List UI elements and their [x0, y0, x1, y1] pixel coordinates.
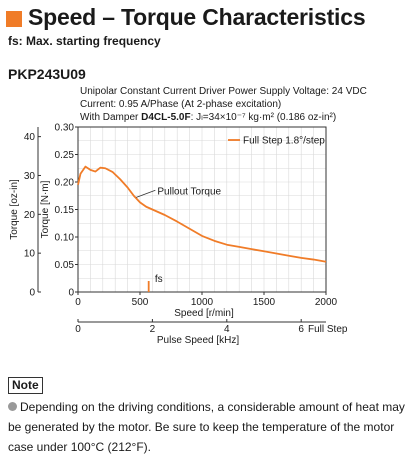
- x-tick-label: 1500: [253, 297, 276, 308]
- x2-tick-label: 6: [298, 324, 304, 335]
- x2-suffix-label: Full Step: [308, 324, 348, 335]
- series-line-full-step: [77, 165, 327, 263]
- y-tick-label: 0: [68, 288, 74, 299]
- condition-line-2: Current: 0.95 A/Phase (At 2-phase excita…: [80, 99, 282, 110]
- y2-tick-label: 40: [24, 132, 36, 143]
- page-subtitle: fs: Max. starting frequency: [8, 34, 161, 48]
- condition-line-1: Unipolar Constant Current Driver Power S…: [80, 86, 367, 97]
- note-label: Note: [8, 377, 43, 394]
- legend-label: Full Step 1.8°/step: [243, 136, 325, 147]
- x-axis-label: Speed [r/min]: [174, 308, 234, 319]
- damper-prefix: With Damper: [80, 112, 142, 123]
- y-tick-label: 0.20: [55, 178, 75, 189]
- damper-inertia: : Jₗ=34×10⁻⁷ kg·m² (0.186 oz-in²): [190, 112, 337, 123]
- annotation-leader-pullout: [136, 189, 156, 198]
- y-tick-label: 0.10: [55, 233, 75, 244]
- x-tick-label: 1000: [191, 297, 214, 308]
- annotation-fs: fs: [155, 274, 163, 285]
- y-tick-label: 0.25: [55, 150, 75, 161]
- x2-axis-label: Pulse Speed [kHz]: [157, 335, 239, 346]
- bullet-icon: [8, 402, 17, 411]
- y-axis-label: Torque [N·m]: [40, 180, 51, 238]
- y2-tick-label: 0: [29, 288, 35, 299]
- x-tick-label: 2000: [315, 297, 338, 308]
- y-tick-label: 0.05: [55, 260, 75, 271]
- x2-tick-label: 0: [75, 324, 81, 335]
- y2-tick-label: 30: [24, 171, 36, 182]
- annotation-pullout-torque: Pullout Torque: [157, 186, 221, 197]
- model-number: PKP243U09: [8, 66, 86, 82]
- y-tick-label: 0.30: [55, 123, 75, 134]
- y-tick-label: 0.15: [55, 205, 75, 216]
- x2-tick-label: 2: [150, 324, 156, 335]
- y2-tick-label: 20: [24, 210, 36, 221]
- damper-model: D4CL-5.0F: [141, 112, 191, 123]
- x-tick-label: 500: [132, 297, 149, 308]
- title-accent-square: [6, 11, 22, 27]
- note-text: Depending on the driving conditions, a c…: [8, 397, 406, 457]
- condition-line-3: With Damper D4CL-5.0F: Jₗ=34×10⁻⁷ kg·m² …: [80, 112, 336, 123]
- x2-tick-label: 4: [224, 324, 230, 335]
- note-body: Depending on the driving conditions, a c…: [8, 400, 405, 454]
- page-title: Speed – Torque Characteristics: [28, 4, 366, 30]
- y2-axis-label: Torque [oz-in]: [9, 179, 20, 240]
- x-tick-label: 0: [75, 297, 81, 308]
- y2-tick-label: 10: [24, 249, 36, 260]
